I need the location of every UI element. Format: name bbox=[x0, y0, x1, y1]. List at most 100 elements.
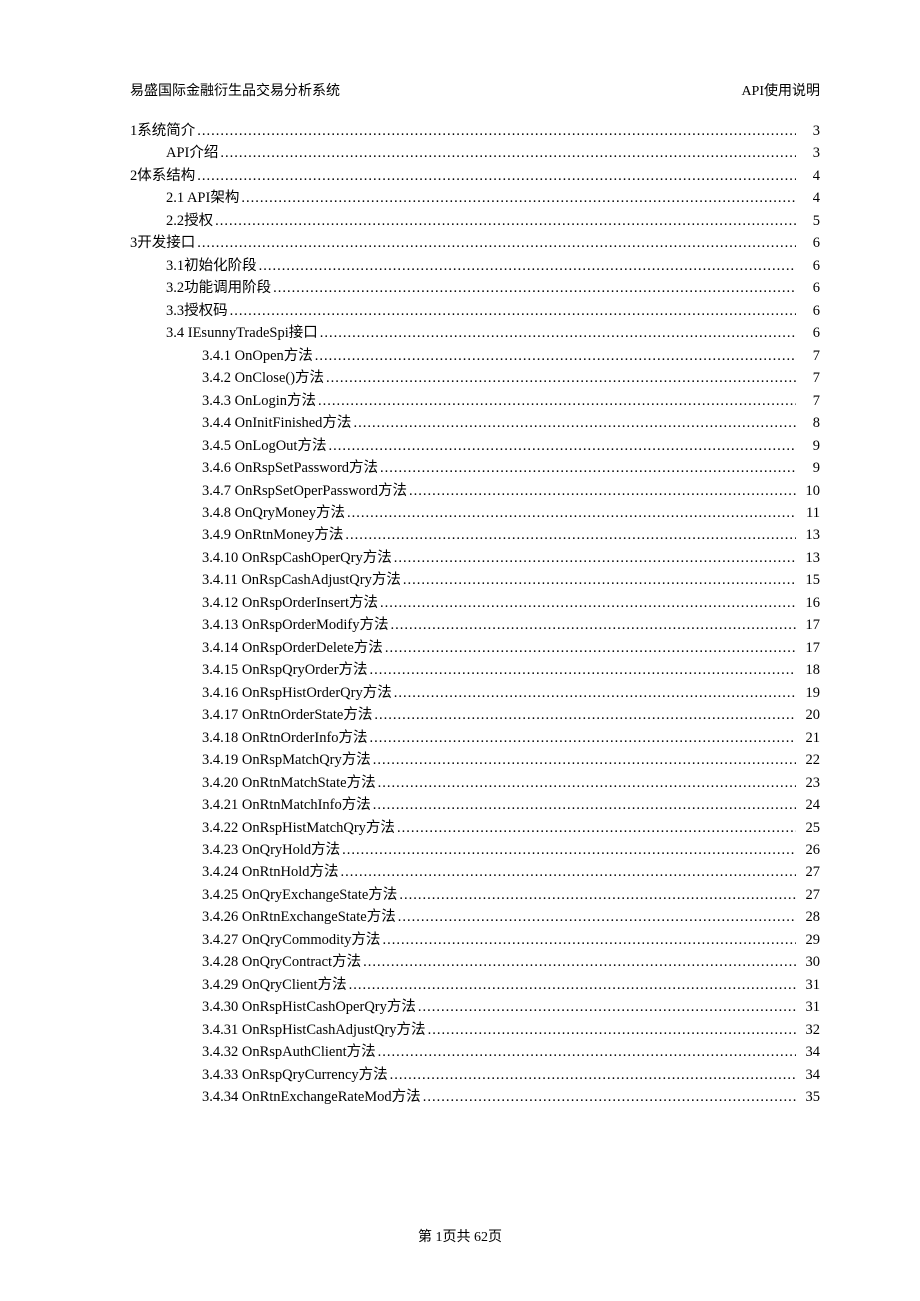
toc-leader-dots bbox=[315, 345, 796, 367]
toc-title: 3.4.9 OnRtnMoney方法 bbox=[202, 524, 343, 546]
toc-leader-dots bbox=[390, 614, 796, 636]
toc-leader-dots bbox=[347, 502, 796, 524]
toc-entry[interactable]: 3.4.26 OnRtnExchangeState方法 28 bbox=[130, 906, 820, 928]
toc-title: 2.1 API架构 bbox=[166, 187, 239, 209]
toc-title: 3.4.3 OnLogin方法 bbox=[202, 390, 316, 412]
toc-title: 3.4.20 OnRtnMatchState方法 bbox=[202, 772, 376, 794]
toc-entry[interactable]: 3.4 IEsunnyTradeSpi接口6 bbox=[130, 322, 820, 344]
toc-entry[interactable]: 3.4.25 OnQryExchangeState方法27 bbox=[130, 884, 820, 906]
toc-leader-dots bbox=[259, 255, 796, 277]
toc-title: 3.4.25 OnQryExchangeState方法 bbox=[202, 884, 397, 906]
toc-entry[interactable]: 3.4.6 OnRspSetPassword方法 9 bbox=[130, 457, 820, 479]
toc-title: 3.4.15 OnRspQryOrder方法 bbox=[202, 659, 368, 681]
toc-leader-dots bbox=[399, 884, 796, 906]
toc-entry[interactable]: 3.4.12 OnRspOrderInsert方法 16 bbox=[130, 592, 820, 614]
toc-title: 3.4.1 OnOpen方法 bbox=[202, 345, 313, 367]
toc-leader-dots bbox=[423, 1086, 796, 1108]
toc-leader-dots bbox=[398, 906, 796, 928]
toc-entry[interactable]: 1系统简介3 bbox=[130, 120, 820, 142]
toc-entry[interactable]: 3.4.15 OnRspQryOrder方法18 bbox=[130, 659, 820, 681]
header-right: API使用说明 bbox=[741, 80, 820, 100]
toc-leader-dots bbox=[363, 951, 796, 973]
toc-entry[interactable]: 3.4.23 OnQryHold方法26 bbox=[130, 839, 820, 861]
toc-entry[interactable]: 3.4.9 OnRtnMoney方法 13 bbox=[130, 524, 820, 546]
toc-leader-dots bbox=[403, 569, 796, 591]
toc-entry[interactable]: 3.4.28 OnQryContract方法30 bbox=[130, 951, 820, 973]
toc-title: 3.4.13 OnRspOrderModify方法 bbox=[202, 614, 388, 636]
toc-leader-dots bbox=[197, 232, 796, 254]
toc-entry[interactable]: 3.3授权码6 bbox=[130, 300, 820, 322]
document-page: 易盛国际金融衍生品交易分析系统 API使用说明 1系统简介3API介绍32体系结… bbox=[0, 0, 920, 1109]
toc-leader-dots bbox=[378, 1041, 796, 1063]
toc-entry[interactable]: 3.4.16 OnRspHistOrderQry方法 19 bbox=[130, 682, 820, 704]
toc-leader-dots bbox=[380, 592, 796, 614]
toc-entry[interactable]: 3.4.8 OnQryMoney方法 11 bbox=[130, 502, 820, 524]
toc-entry[interactable]: 3.4.4 OnInitFinished方法8 bbox=[130, 412, 820, 434]
toc-entry[interactable]: 3.4.18 OnRtnOrderInfo方法21 bbox=[130, 727, 820, 749]
toc-leader-dots bbox=[370, 659, 796, 681]
toc-page-number: 13 bbox=[798, 524, 820, 546]
toc-entry[interactable]: 3.4.17 OnRtnOrderState方法20 bbox=[130, 704, 820, 726]
toc-page-number: 30 bbox=[798, 951, 820, 973]
toc-page-number: 22 bbox=[798, 749, 820, 771]
toc-entry[interactable]: 3.4.20 OnRtnMatchState方法23 bbox=[130, 772, 820, 794]
toc-title: 3.4.30 OnRspHistCashOperQry方法 bbox=[202, 996, 416, 1018]
toc-page-number: 25 bbox=[798, 817, 820, 839]
toc-entry[interactable]: 3.2功能调用阶段 6 bbox=[130, 277, 820, 299]
toc-leader-dots bbox=[241, 187, 796, 209]
toc-entry[interactable]: 3.4.14 OnRspOrderDelete方法 17 bbox=[130, 637, 820, 659]
toc-entry[interactable]: 3.4.7 OnRspSetOperPassword方法 10 bbox=[130, 480, 820, 502]
toc-entry[interactable]: 3.4.10 OnRspCashOperQry方法 13 bbox=[130, 547, 820, 569]
toc-title: 3开发接口 bbox=[130, 232, 195, 254]
toc-leader-dots bbox=[390, 1064, 796, 1086]
toc-title: 3.4.18 OnRtnOrderInfo方法 bbox=[202, 727, 368, 749]
toc-leader-dots bbox=[409, 480, 796, 502]
toc-page-number: 6 bbox=[798, 277, 820, 299]
toc-entry[interactable]: 2.1 API架构 4 bbox=[130, 187, 820, 209]
toc-entry[interactable]: 3.4.32 OnRspAuthClient方法34 bbox=[130, 1041, 820, 1063]
toc-entry[interactable]: 3.4.3 OnLogin方法 7 bbox=[130, 390, 820, 412]
toc-entry[interactable]: 3.4.29 OnQryClient方法31 bbox=[130, 974, 820, 996]
toc-page-number: 13 bbox=[798, 547, 820, 569]
toc-title: 2.2授权 bbox=[166, 210, 213, 232]
toc-leader-dots bbox=[373, 749, 796, 771]
toc-entry[interactable]: 3.4.13 OnRspOrderModify方法 17 bbox=[130, 614, 820, 636]
toc-title: 3.4.21 OnRtnMatchInfo方法 bbox=[202, 794, 371, 816]
toc-entry[interactable]: 3.1初始化阶段6 bbox=[130, 255, 820, 277]
toc-page-number: 17 bbox=[798, 637, 820, 659]
toc-title: 3.4.22 OnRspHistMatchQry方法 bbox=[202, 817, 395, 839]
toc-entry[interactable]: 3.4.27 OnQryCommodity方法29 bbox=[130, 929, 820, 951]
toc-entry[interactable]: 3.4.11 OnRspCashAdjustQry方法15 bbox=[130, 569, 820, 591]
toc-entry[interactable]: 3.4.30 OnRspHistCashOperQry方法 31 bbox=[130, 996, 820, 1018]
toc-leader-dots bbox=[230, 300, 796, 322]
toc-entry[interactable]: 3.4.34 OnRtnExchangeRateMod方法35 bbox=[130, 1086, 820, 1108]
toc-title: 3.4.5 OnLogOut方法 bbox=[202, 435, 326, 457]
toc-entry[interactable]: 3.4.21 OnRtnMatchInfo方法 24 bbox=[130, 794, 820, 816]
toc-entry[interactable]: API介绍3 bbox=[130, 142, 820, 164]
toc-page-number: 16 bbox=[798, 592, 820, 614]
toc-title: 3.4.4 OnInitFinished方法 bbox=[202, 412, 351, 434]
toc-leader-dots bbox=[353, 412, 796, 434]
toc-entry[interactable]: 3开发接口6 bbox=[130, 232, 820, 254]
toc-entry[interactable]: 2体系结构4 bbox=[130, 165, 820, 187]
toc-page-number: 4 bbox=[798, 165, 820, 187]
toc-entry[interactable]: 2.2授权5 bbox=[130, 210, 820, 232]
toc-title: 3.4.33 OnRspQryCurrency方法 bbox=[202, 1064, 388, 1086]
toc-entry[interactable]: 3.4.19 OnRspMatchQry方法 22 bbox=[130, 749, 820, 771]
toc-title: 3.4.14 OnRspOrderDelete方法 bbox=[202, 637, 383, 659]
toc-entry[interactable]: 3.4.22 OnRspHistMatchQry方法 25 bbox=[130, 817, 820, 839]
footer-text: 第 1页共 62页 bbox=[418, 1230, 502, 1245]
toc-entry[interactable]: 3.4.31 OnRspHistCashAdjustQry方法 32 bbox=[130, 1019, 820, 1041]
toc-entry[interactable]: 3.4.5 OnLogOut方法 9 bbox=[130, 435, 820, 457]
toc-entry[interactable]: 3.4.2 OnClose()方法7 bbox=[130, 367, 820, 389]
toc-leader-dots bbox=[394, 682, 796, 704]
toc-entry[interactable]: 3.4.24 OnRtnHold方法27 bbox=[130, 861, 820, 883]
toc-title: 3.4.10 OnRspCashOperQry方法 bbox=[202, 547, 392, 569]
toc-title: 3.2功能调用阶段 bbox=[166, 277, 271, 299]
toc-leader-dots bbox=[349, 974, 796, 996]
toc-leader-dots bbox=[220, 142, 796, 164]
toc-entry[interactable]: 3.4.1 OnOpen方法7 bbox=[130, 345, 820, 367]
toc-title: 3.4.27 OnQryCommodity方法 bbox=[202, 929, 380, 951]
toc-page-number: 31 bbox=[798, 996, 820, 1018]
toc-entry[interactable]: 3.4.33 OnRspQryCurrency方法34 bbox=[130, 1064, 820, 1086]
